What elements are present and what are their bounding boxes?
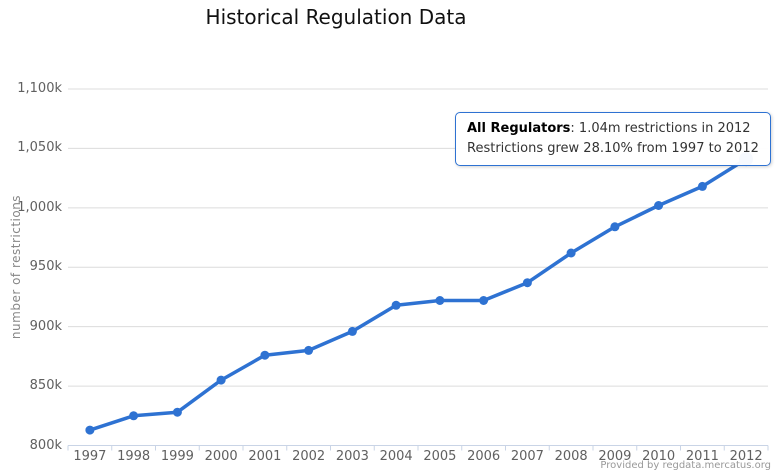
tooltip-value-text: : 1.04m restrictions in 2012: [570, 121, 751, 136]
x-axis-label: 2002: [292, 449, 326, 464]
data-point[interactable]: [566, 248, 576, 258]
tooltip: All Regulators: 1.04m restrictions in 20…: [455, 112, 771, 166]
x-axis-label: 2009: [598, 449, 632, 464]
y-axis-label: 900k: [29, 318, 62, 334]
data-point[interactable]: [610, 222, 620, 232]
data-point[interactable]: [522, 278, 532, 288]
y-axis-label: 1,050k: [17, 140, 62, 156]
x-axis-label: 2006: [467, 449, 501, 464]
data-point[interactable]: [85, 425, 95, 435]
y-axis-label: 1,100k: [17, 81, 62, 96]
data-point[interactable]: [260, 350, 270, 360]
y-axis-label: 800k: [29, 437, 62, 453]
x-axis-label: 2001: [248, 449, 282, 464]
x-axis-label: 2004: [379, 449, 413, 464]
data-point[interactable]: [129, 411, 139, 421]
x-axis-label: 2011: [685, 449, 719, 464]
x-axis-label: 2003: [335, 449, 369, 464]
data-point[interactable]: [391, 300, 401, 310]
x-axis-label: 2010: [642, 449, 676, 464]
data-point[interactable]: [347, 326, 357, 336]
x-axis-label: 2007: [510, 449, 544, 464]
x-axis-label: 1999: [160, 449, 194, 464]
chart-title: Historical Regulation Data: [205, 5, 467, 29]
data-point[interactable]: [172, 407, 182, 417]
data-point[interactable]: [304, 345, 314, 355]
data-point[interactable]: [216, 375, 226, 385]
y-axis-label: 1,000k: [17, 199, 62, 215]
x-axis-label: 2000: [204, 449, 238, 464]
y-axis-label: 950k: [29, 259, 62, 275]
x-axis-label: 1997: [73, 449, 107, 464]
credits-link[interactable]: Provided by regdata.mercatus.org: [600, 460, 771, 471]
data-point[interactable]: [697, 181, 707, 191]
x-axis-label: 1998: [117, 449, 151, 464]
tooltip-line-1: All Regulators: 1.04m restrictions in 20…: [467, 119, 759, 139]
tooltip-series-name: All Regulators: [467, 121, 571, 136]
x-axis-label: 2012: [729, 449, 763, 464]
tooltip-line-2: Restrictions grew 28.10% from 1997 to 20…: [467, 141, 759, 156]
series-line: [88, 157, 748, 432]
x-axis-label: 2008: [554, 449, 588, 464]
x-axis-label: 2005: [423, 449, 457, 464]
y-axis-label: 850k: [29, 378, 62, 394]
data-point[interactable]: [479, 296, 489, 305]
data-point[interactable]: [654, 201, 664, 210]
data-point[interactable]: [435, 296, 445, 305]
